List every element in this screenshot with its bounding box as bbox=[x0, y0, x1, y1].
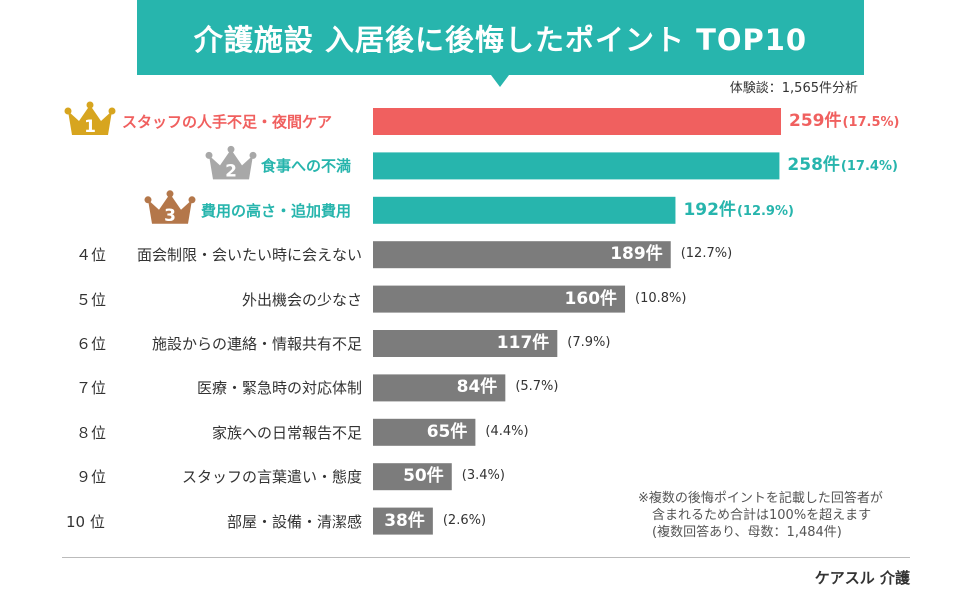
rank-label: ９位 bbox=[76, 468, 107, 487]
bar-count-label: 192件(12.9%) bbox=[683, 199, 794, 220]
category-label: 医療・緊急時の対応体制 bbox=[196, 379, 362, 398]
bar-percent-label: (7.9%) bbox=[567, 335, 611, 350]
bar-percent-label: (2.6%) bbox=[442, 512, 487, 528]
bar-percent-label: (17.5%) bbox=[842, 115, 900, 130]
bar-percent-label: (17.4%) bbox=[840, 159, 898, 175]
rank-label: ６位 bbox=[76, 335, 107, 353]
bar-percent-label: (12.7%) bbox=[680, 246, 733, 262]
footnote-line: 含まれるため合計は100%を超えます bbox=[652, 508, 872, 523]
bar-2 bbox=[373, 152, 780, 180]
respondent-count: 体験談：1,565件分析 bbox=[729, 81, 858, 96]
rank-label: 10 位 bbox=[66, 512, 105, 531]
category-label: 家族への日常報告不足 bbox=[211, 423, 362, 442]
crown-rank-number: 1 bbox=[84, 117, 96, 137]
category-label: 部屋・設備・清潔感 bbox=[226, 512, 362, 531]
bar-9 bbox=[373, 463, 452, 491]
footnote-line: ※複数の後悔ポイントを記載した回答者が bbox=[638, 491, 883, 506]
footnote-line: (複数回答あり、母数：1,484件) bbox=[652, 525, 842, 540]
category-label: 外出機会の少なさ bbox=[241, 290, 362, 309]
bar-chart: 1 2 3 bbox=[64, 101, 781, 535]
bar-8 bbox=[373, 418, 476, 446]
bar-count-label: 38件 bbox=[384, 510, 425, 531]
bar-5 bbox=[373, 285, 626, 313]
bar-percent-label: (10.8%) bbox=[635, 290, 687, 306]
divider bbox=[62, 557, 910, 558]
category-label: スタッフの言葉遣い・態度 bbox=[181, 468, 362, 487]
rank-label: ７位 bbox=[76, 379, 107, 398]
crown-icon-rank-3: 3 bbox=[144, 190, 196, 226]
crown-rank-number: 3 bbox=[164, 206, 176, 226]
footnote: ※複数の後悔ポイントを記載した回答者が 含まれるため合計は100%を超えます (… bbox=[638, 490, 883, 541]
bar-count-label: 259件(17.5%) bbox=[789, 111, 900, 131]
rank-label: ５位 bbox=[76, 290, 107, 309]
crown-icon-rank-2: 2 bbox=[205, 145, 257, 181]
bar-count-label: 50件 bbox=[403, 466, 444, 487]
category-label: 施設からの連絡・情報共有不足 bbox=[151, 335, 362, 353]
rank-label: ４位 bbox=[76, 246, 107, 265]
rank-label: ８位 bbox=[76, 423, 107, 442]
brand-logo-text: ケアスル 介護 bbox=[814, 569, 910, 587]
bar-percent-label: (3.4%) bbox=[461, 468, 505, 484]
bar-3 bbox=[373, 196, 676, 224]
bar-6 bbox=[373, 330, 558, 357]
bar-4 bbox=[373, 241, 671, 269]
category-label: 食事への不満 bbox=[261, 157, 352, 176]
bar-count-label: 258件(17.4%) bbox=[787, 155, 898, 176]
chart-title: 介護施設 入居後に後悔したポイント TOP10 bbox=[137, 0, 864, 75]
bar-percent-label: (5.7%) bbox=[515, 379, 559, 395]
bar-count-label: 84件 bbox=[456, 377, 498, 398]
bar-count-label: 189件 bbox=[610, 244, 663, 265]
bar-percent-label: (4.4%) bbox=[485, 423, 529, 439]
title-pointer bbox=[491, 75, 509, 87]
bar-1 bbox=[373, 108, 781, 135]
bar-7 bbox=[373, 374, 506, 402]
category-label: 面会制限・会いたい時に会えない bbox=[136, 246, 362, 265]
bar-count-label: 117件 bbox=[496, 333, 550, 353]
bar-percent-label: (12.9%) bbox=[736, 203, 794, 219]
bar-10 bbox=[373, 507, 433, 535]
crown-icon-rank-1: 1 bbox=[64, 101, 116, 137]
bar-count-label: 65件 bbox=[426, 421, 468, 442]
crown-rank-number: 2 bbox=[225, 161, 237, 181]
category-label: スタッフの人手不足・夜間ケア bbox=[122, 113, 333, 131]
category-label: 費用の高さ・追加費用 bbox=[201, 201, 352, 220]
bar-count-label: 160件 bbox=[564, 288, 618, 309]
